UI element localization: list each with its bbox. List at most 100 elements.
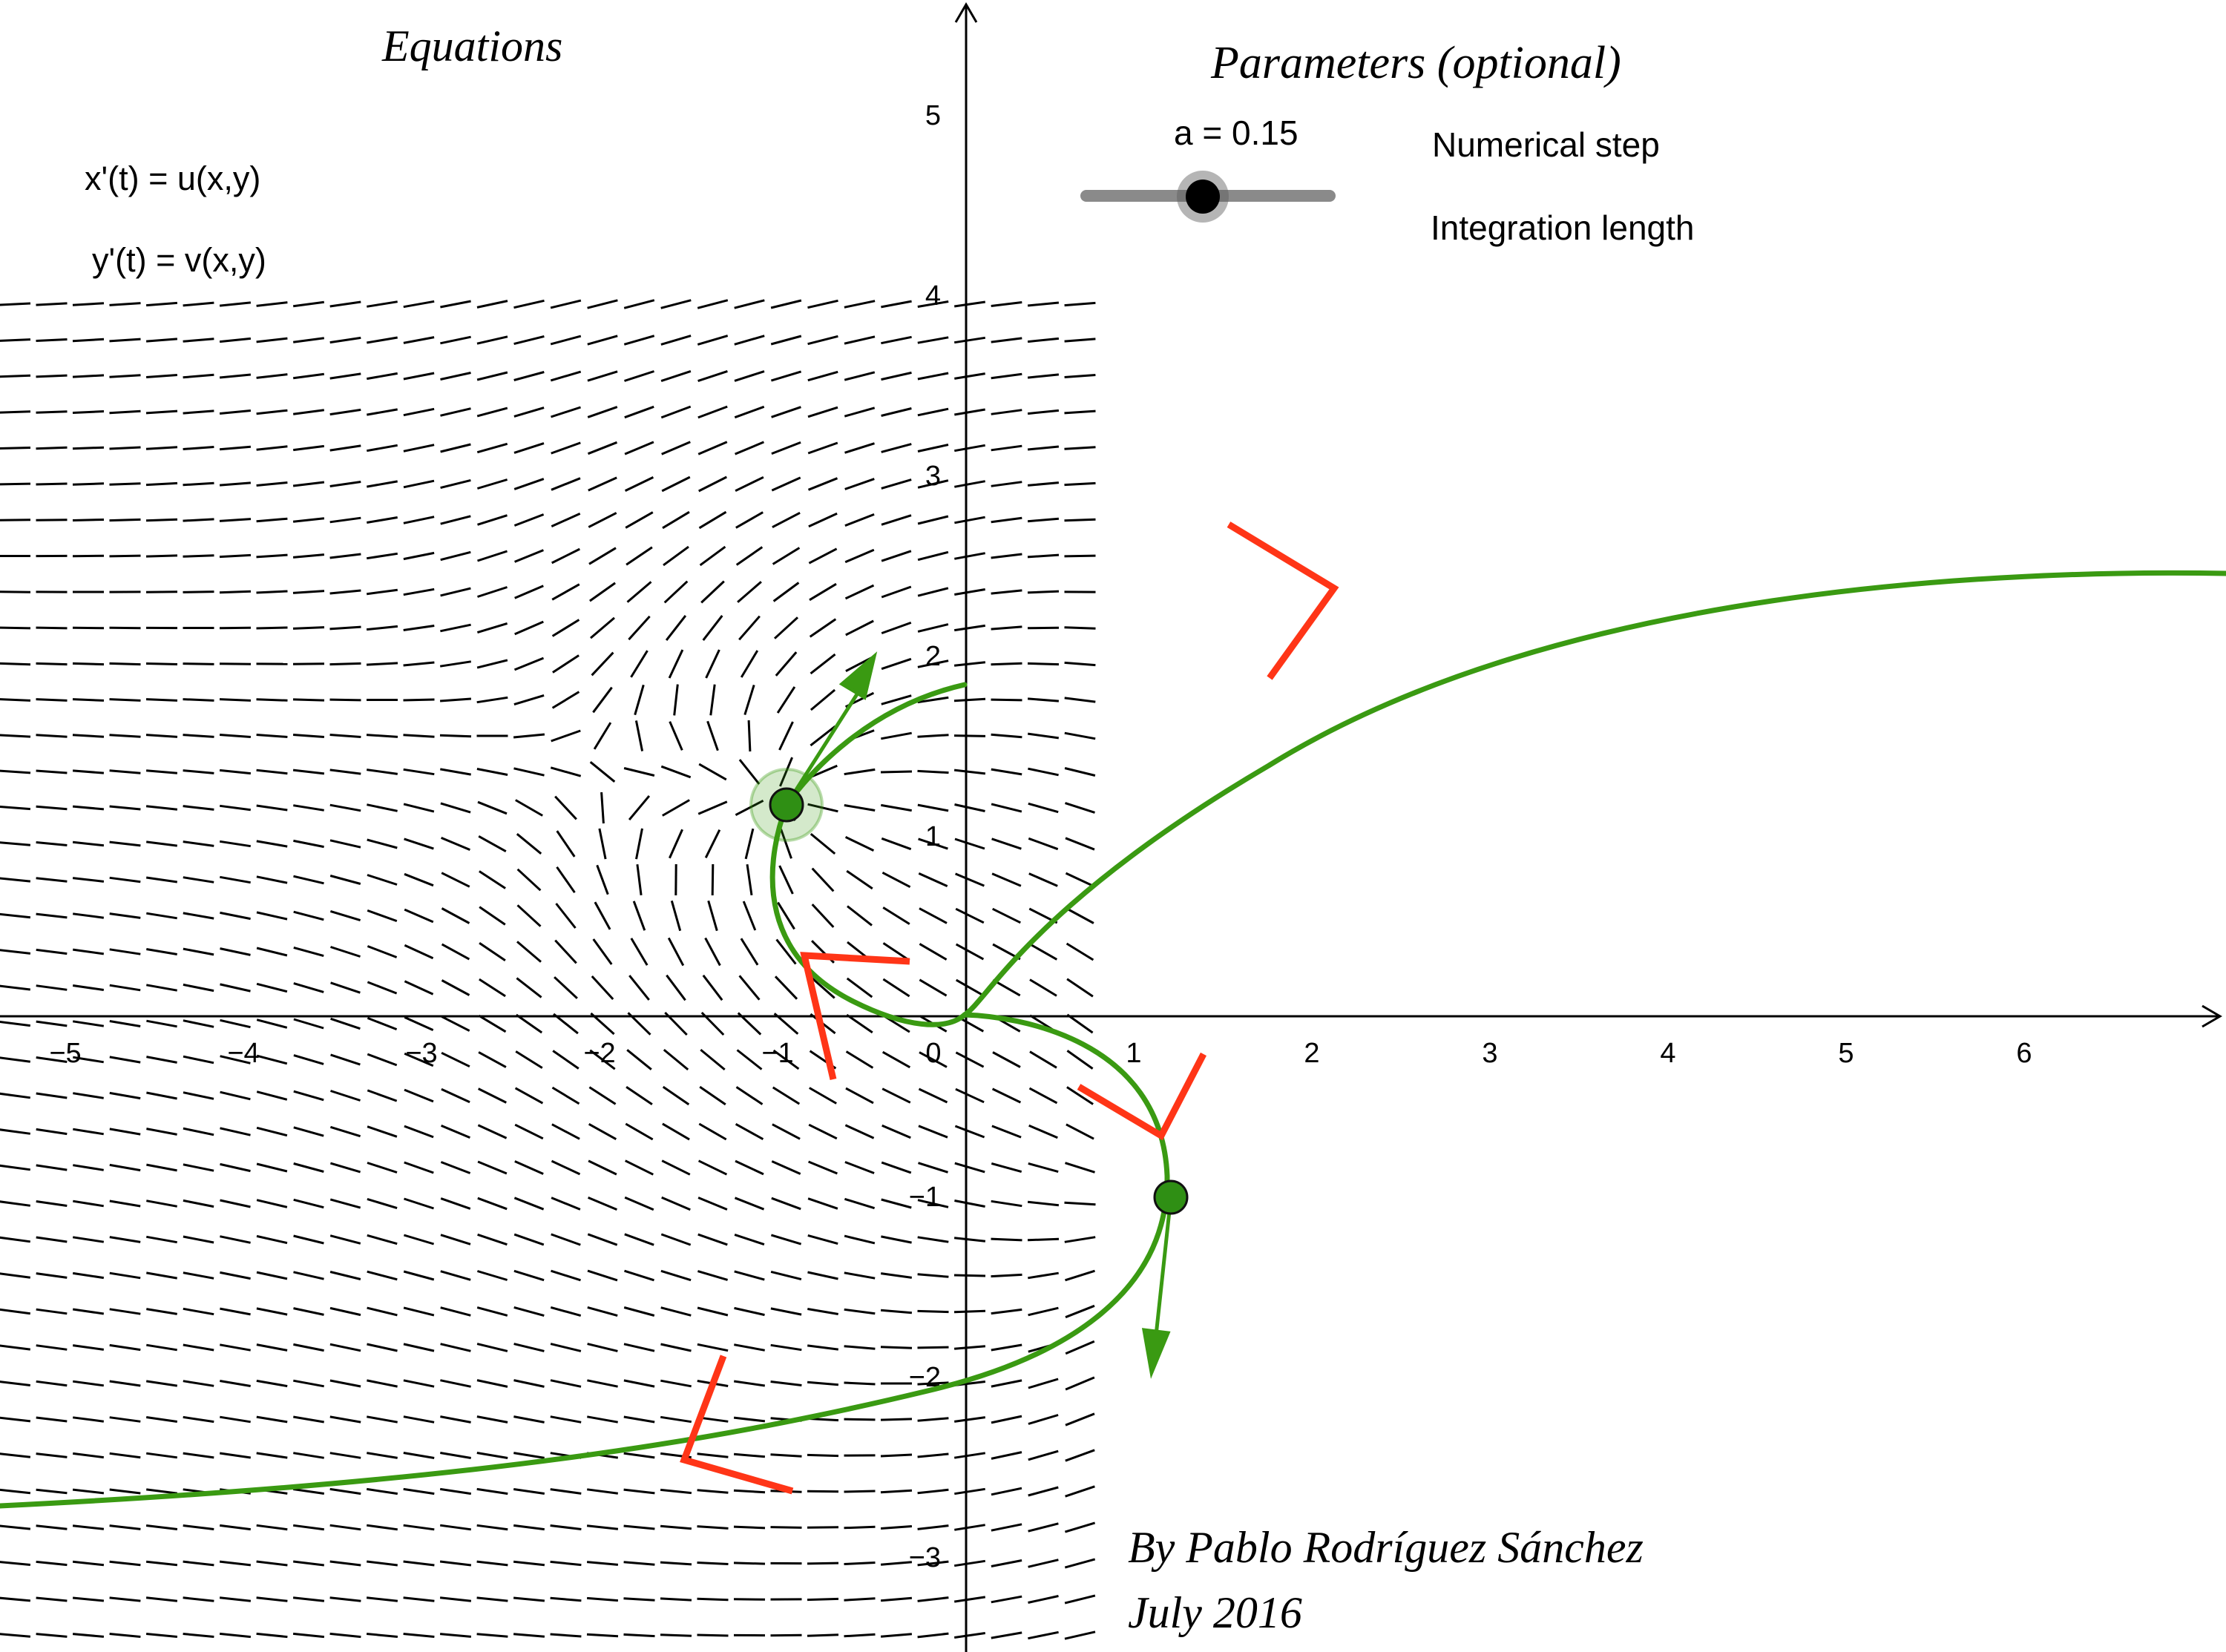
direction-segment — [955, 907, 985, 924]
direction-segment — [1064, 697, 1096, 703]
direction-segment — [881, 1161, 912, 1174]
direction-segment — [1027, 1200, 1060, 1207]
direction-segment — [476, 1306, 508, 1317]
direction-segment — [807, 1633, 839, 1637]
direction-segment — [991, 1237, 1022, 1242]
direction-segment — [256, 517, 288, 523]
direction-segment — [293, 1452, 324, 1459]
direction-segment — [880, 1489, 913, 1494]
direction-segment — [109, 769, 141, 774]
direction-segment — [441, 1051, 470, 1068]
direction-segment — [404, 908, 434, 924]
direction-segment — [109, 1524, 141, 1530]
direction-segment — [145, 1452, 178, 1459]
direction-segment — [515, 1050, 543, 1069]
direction-segment — [366, 1524, 398, 1531]
direction-segment — [440, 1306, 471, 1317]
direction-segment — [476, 300, 508, 309]
direction-segment — [440, 1343, 471, 1352]
integration-length-input[interactable]: Integration length — [1431, 208, 1695, 247]
point-a[interactable] — [769, 787, 804, 823]
direction-segment — [991, 1125, 1022, 1139]
direction-segment — [145, 518, 178, 522]
direction-segment — [219, 445, 252, 451]
direction-segment — [0, 949, 31, 955]
direction-segment — [744, 828, 755, 860]
direction-segment — [219, 590, 252, 594]
direction-segment — [329, 553, 361, 559]
direction-segment — [145, 1596, 178, 1602]
direction-segment — [844, 584, 875, 600]
direction-segment — [697, 441, 728, 455]
direction-segment — [329, 408, 361, 416]
direction-segment — [954, 1162, 985, 1174]
direction-segment — [109, 876, 141, 883]
direction-segment — [145, 338, 178, 343]
direction-segment — [293, 1090, 324, 1102]
direction-segment — [844, 768, 876, 776]
direction-segment — [256, 1018, 288, 1029]
direction-segment — [36, 1308, 68, 1315]
direction-segment — [704, 937, 721, 967]
direction-segment — [845, 619, 874, 636]
direction-segment — [478, 835, 507, 853]
direction-segment — [1066, 1050, 1094, 1070]
direction-segment — [72, 948, 105, 955]
direction-segment — [551, 729, 581, 743]
point-b[interactable] — [1153, 1179, 1189, 1215]
direction-segment — [551, 513, 581, 527]
direction-segment — [624, 1233, 654, 1246]
direction-segment — [623, 1452, 655, 1459]
direction-segment — [367, 1560, 398, 1567]
direction-segment — [770, 1270, 802, 1281]
direction-segment — [1028, 1378, 1059, 1389]
y-tick-label: 3 — [925, 461, 941, 492]
direction-segment — [844, 1124, 875, 1139]
x-equation[interactable]: x'(t) = u(x,y) — [85, 159, 261, 197]
direction-segment — [72, 840, 105, 847]
parameter-a-slider[interactable] — [1080, 171, 1336, 223]
direction-segment — [514, 1123, 544, 1140]
direction-segment — [777, 901, 795, 930]
direction-segment — [554, 976, 578, 999]
y-equation[interactable]: y'(t) = v(x,y) — [92, 241, 266, 279]
trajectory-points[interactable] — [749, 768, 1189, 1215]
direction-segment — [700, 1048, 726, 1071]
direction-segment — [36, 338, 68, 342]
direction-segment — [0, 1308, 30, 1315]
direction-segment — [36, 410, 68, 414]
direction-segment — [590, 616, 615, 639]
direction-segment — [36, 302, 68, 306]
direction-segment — [1028, 1559, 1059, 1568]
direction-segment — [183, 1055, 214, 1064]
direction-segment — [145, 301, 178, 307]
direction-segment — [36, 374, 68, 378]
direction-segment — [881, 514, 912, 526]
numerical-step-input[interactable]: Numerical step — [1432, 125, 1660, 164]
direction-segment — [329, 734, 361, 738]
direction-segment — [1028, 1124, 1058, 1139]
direction-segment — [220, 1343, 251, 1352]
direction-segment — [740, 938, 759, 966]
direction-segment — [992, 907, 1021, 924]
direction-segment — [183, 734, 214, 738]
direction-segment — [917, 1199, 949, 1208]
direction-segment — [516, 868, 542, 892]
direction-segment — [809, 1087, 837, 1105]
direction-segment — [367, 444, 398, 453]
direction-segment — [36, 1380, 68, 1387]
direction-segment — [404, 1197, 434, 1210]
direction-segment — [183, 983, 214, 993]
flow-marker-lower-left — [680, 1355, 794, 1495]
slider-knob[interactable] — [1186, 180, 1220, 214]
direction-segment — [737, 581, 762, 603]
direction-segment — [1027, 697, 1060, 702]
direction-segment — [329, 1198, 361, 1209]
direction-segment — [219, 734, 252, 738]
direction-segment — [770, 1234, 802, 1245]
direction-segment — [109, 698, 141, 702]
direction-segment — [734, 370, 765, 382]
direction-segment — [808, 1160, 838, 1175]
direction-segment — [256, 481, 288, 487]
